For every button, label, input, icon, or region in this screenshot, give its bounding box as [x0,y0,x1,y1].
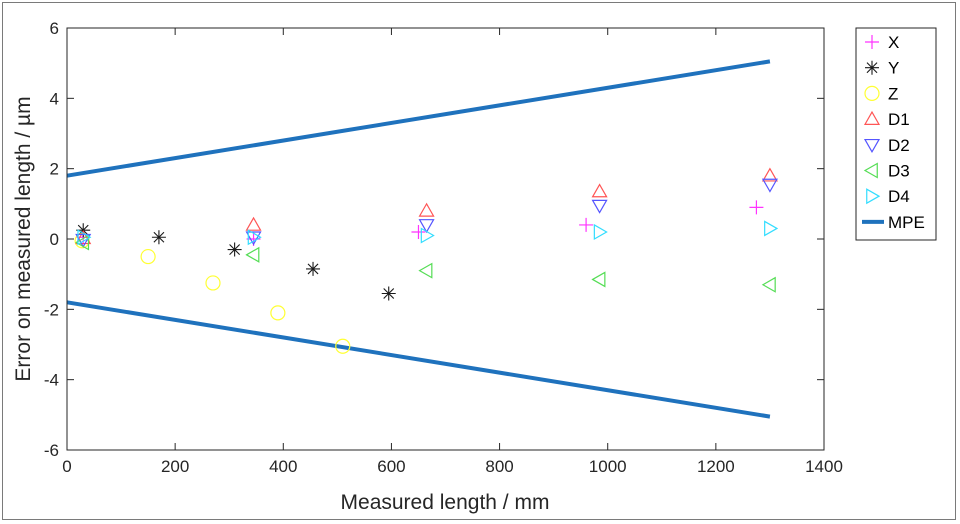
legend-marker-d2 [863,138,881,154]
mpe-line-upper [66,59,771,178]
data-point-d3 [418,262,433,279]
mpe-lines [66,59,771,419]
data-point-y [306,261,321,276]
legend: XYZ D1 D2 D3 D4 MPE [855,27,937,241]
data-point-d4 [420,227,435,244]
x-tick-label: 0 [62,457,71,476]
legend-label-d4: D4 [888,187,910,206]
legend-marker-z [864,85,880,102]
data-point-d3 [75,234,90,251]
x-tick-label: 800 [485,457,513,476]
x-axis-ticks: 0 200 400 600 800 1000 1200 1400 [62,28,843,476]
data-point-z [270,305,286,321]
data-point-d2 [591,199,608,214]
y-tick-label: 6 [50,19,59,38]
y-tick-label: -6 [44,441,59,460]
legend-marker-x [865,35,879,49]
data-point-x [579,217,594,232]
legend-marker-d4 [866,188,881,205]
x-tick-label: 400 [269,457,297,476]
legend-label-mpe: MPE [888,213,925,232]
y-tick-label: -4 [44,371,59,390]
data-point-d1 [761,167,778,182]
mpe-line-lower [66,300,771,419]
x-tick-label: 600 [377,457,405,476]
data-point-z [205,275,221,291]
data-point-z [140,248,156,265]
data-point-d4 [764,220,779,237]
data-point-d2 [245,231,262,246]
y-tick-label: -2 [44,300,59,319]
data-point-y [151,230,166,245]
legend-marker-d1 [863,110,881,125]
data-point-d3 [591,271,606,288]
data-points [74,167,779,354]
legend-marker-d3 [863,162,878,179]
legend-label-z: Z [888,84,898,103]
data-point-y [381,286,396,301]
data-point-d1 [418,202,435,217]
data-point-d3 [245,246,260,263]
data-point-y [227,242,242,257]
x-tick-label: 1400 [805,457,843,476]
data-point-d3 [761,276,776,293]
legend-label-x: X [888,33,899,52]
data-point-d2 [418,219,435,234]
data-point-d1 [245,216,262,231]
y-tick-label: 4 [50,89,59,108]
legend-box [855,27,937,241]
y-tick-label: 0 [50,230,59,249]
y-axis-ticks: -6 -4 -2 0 2 4 6 [44,19,824,460]
x-axis-title: Measured length / mm [341,491,550,514]
legend-label-y: Y [888,59,899,78]
plot-area [67,28,824,450]
x-tick-label: 200 [161,457,189,476]
legend-label-d3: D3 [888,162,910,181]
y-axis-title: Error on measured length / µm [12,96,35,381]
y-tick-label: 2 [50,160,59,179]
legend-label-d1: D1 [888,110,910,129]
legend-label-d2: D2 [888,136,910,155]
data-point-d4 [247,229,262,246]
x-tick-label: 1200 [697,457,735,476]
x-tick-label: 1000 [589,457,627,476]
legend-marker-y [865,60,879,75]
data-point-d1 [75,230,92,245]
data-point-x [749,200,764,215]
data-point-d4 [593,223,608,241]
data-point-z [335,338,351,354]
data-point-d2 [761,178,778,193]
data-point-d1 [591,183,608,198]
data-point-d4 [77,229,92,246]
data-point-x [411,224,426,239]
